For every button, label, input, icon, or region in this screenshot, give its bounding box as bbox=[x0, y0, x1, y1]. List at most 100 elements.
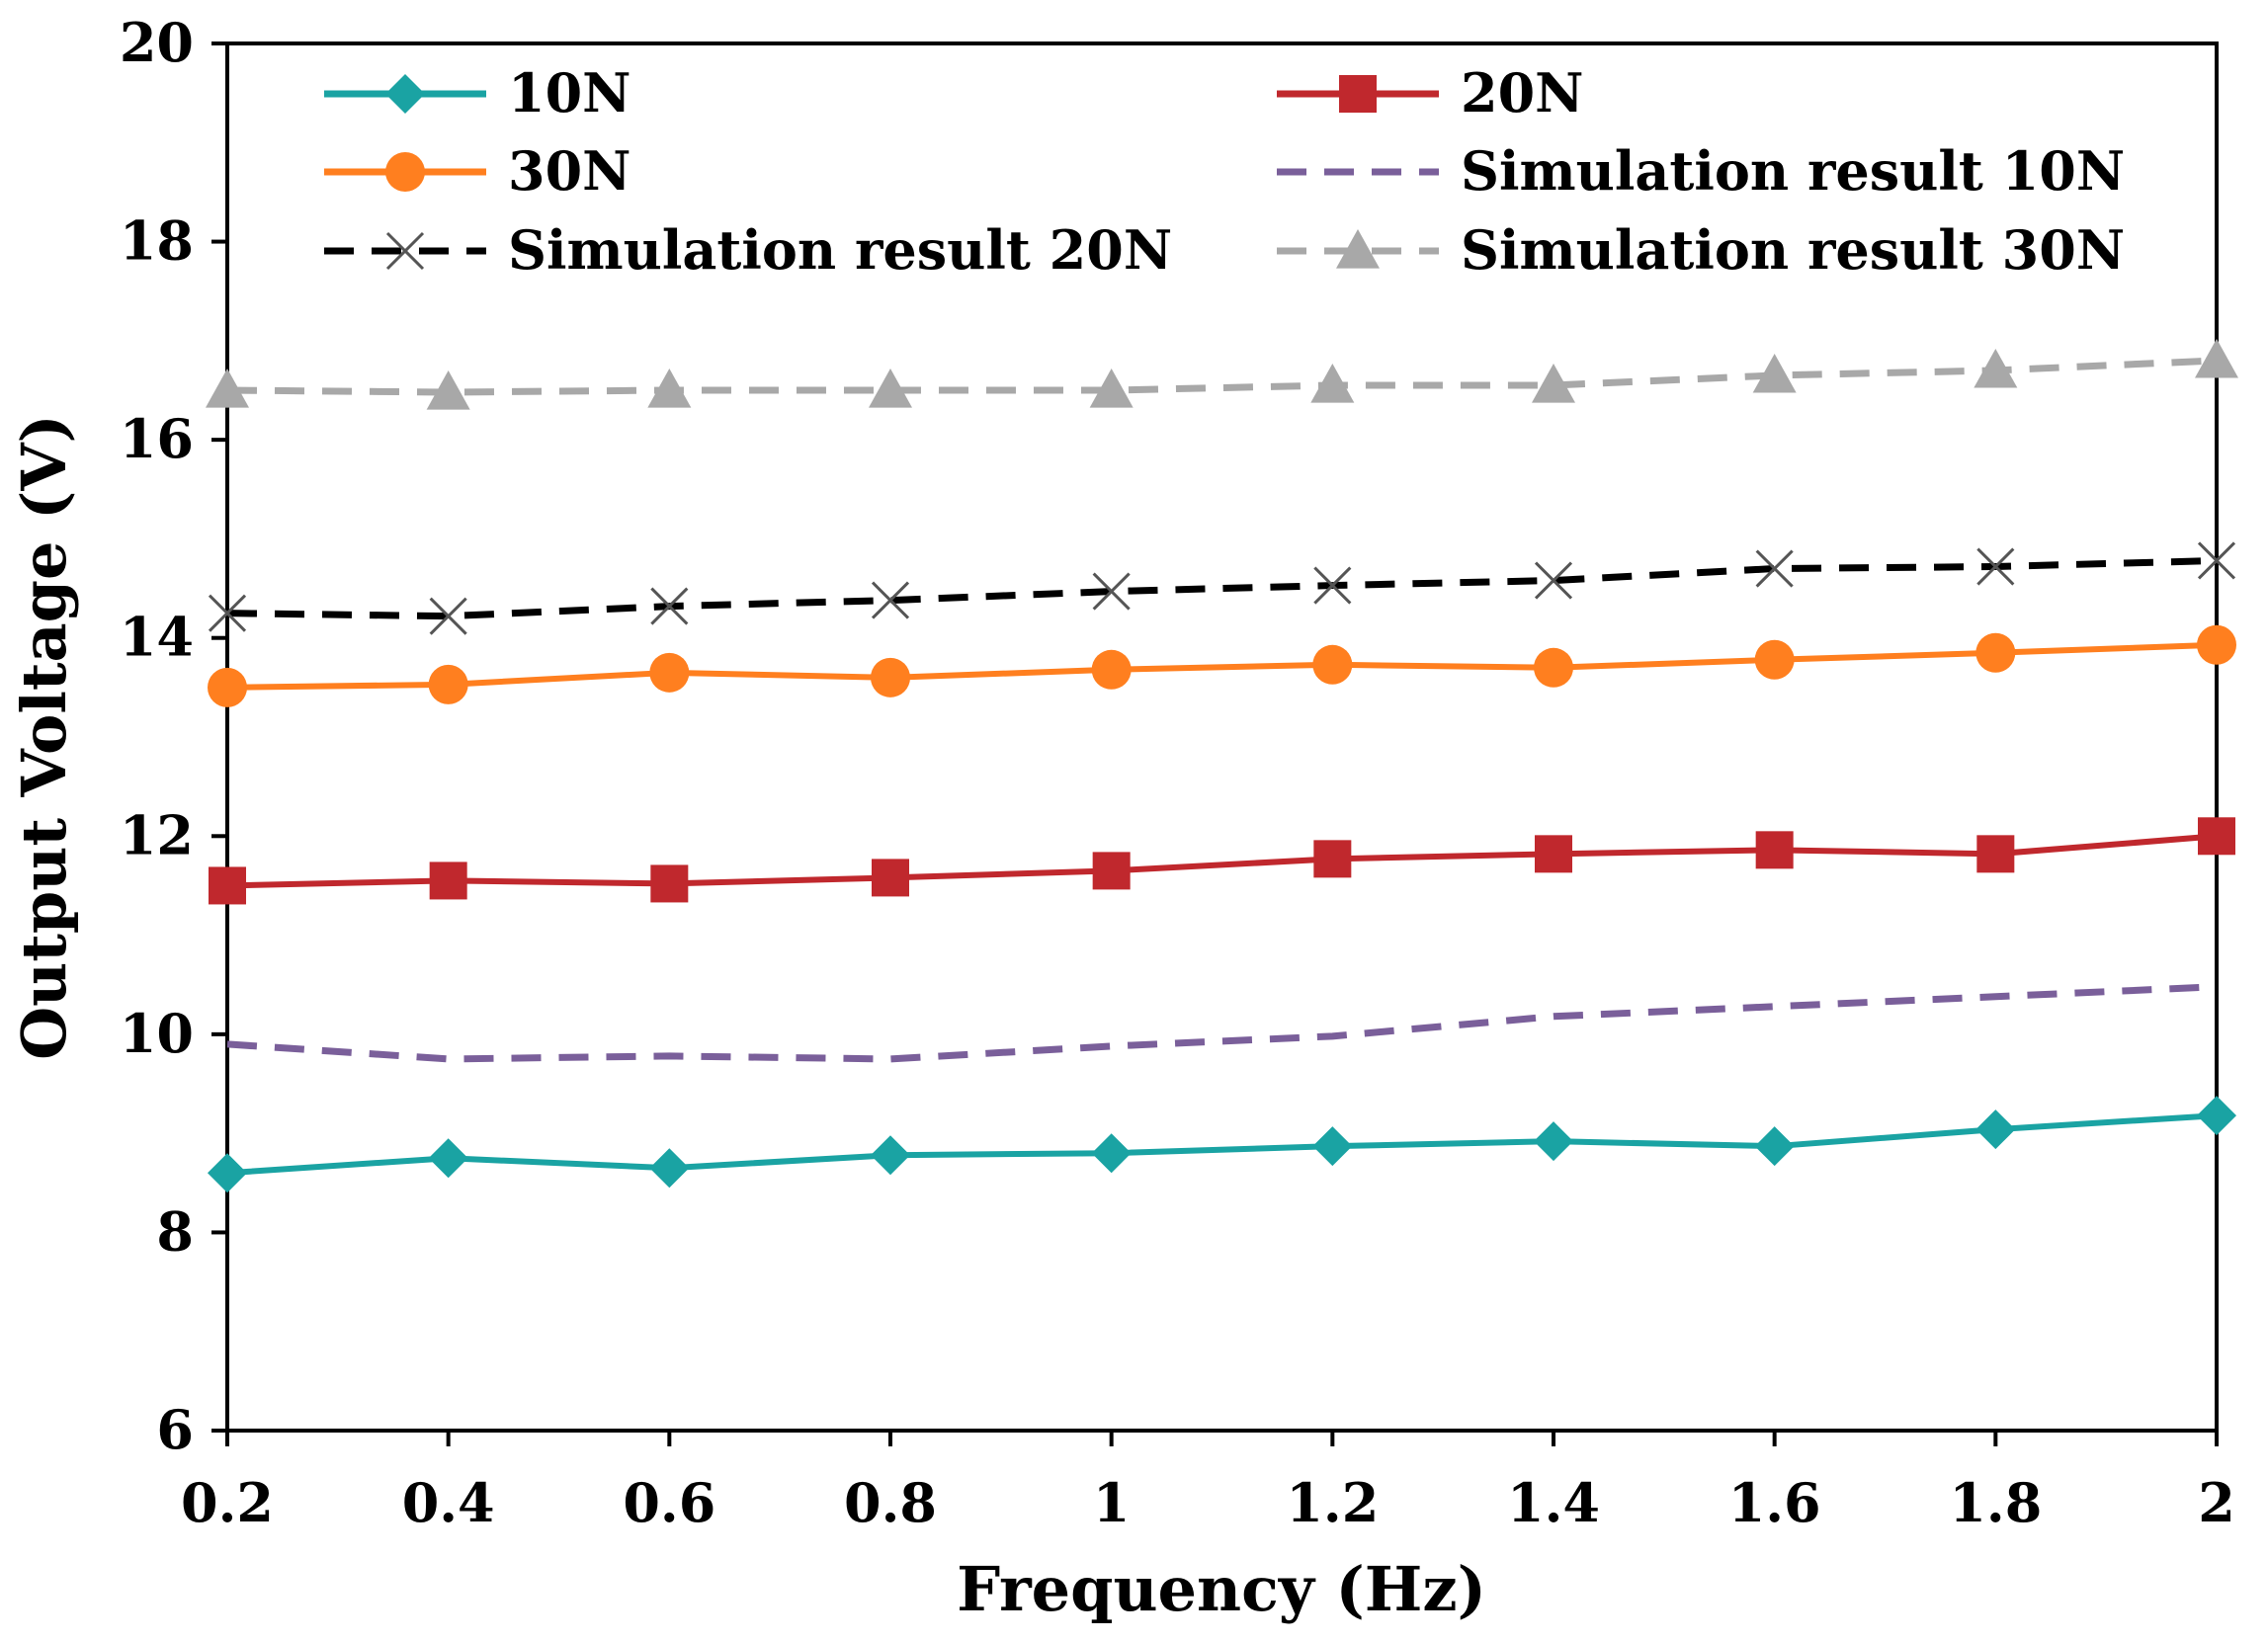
data-point bbox=[872, 859, 909, 897]
legend-item: 20N bbox=[1277, 61, 1584, 124]
y-tick-label: 16 bbox=[120, 407, 194, 470]
series-simulation-result-30n bbox=[206, 338, 2238, 410]
legend-label: Simulation result 30N bbox=[1461, 218, 2125, 282]
series-line bbox=[226, 983, 2218, 1063]
x-tick-label: 0.4 bbox=[402, 1471, 495, 1534]
data-point bbox=[649, 1148, 690, 1189]
data-point bbox=[1092, 852, 1131, 890]
data-point bbox=[208, 594, 247, 632]
data-point bbox=[1755, 549, 1794, 588]
legend-item: 30N bbox=[324, 139, 631, 203]
x-tick-label: 0.2 bbox=[181, 1471, 274, 1534]
y-tick-label: 12 bbox=[120, 803, 194, 866]
data-point bbox=[649, 652, 690, 693]
series-simulation-result-20n bbox=[208, 541, 2236, 635]
y-tick-label: 20 bbox=[120, 11, 194, 74]
legend-label: 20N bbox=[1461, 61, 1584, 124]
data-point bbox=[426, 370, 470, 410]
data-point bbox=[650, 864, 689, 903]
legend-marker bbox=[385, 152, 425, 192]
data-point bbox=[428, 664, 468, 704]
data-point bbox=[1535, 835, 1572, 873]
data-point bbox=[869, 369, 912, 408]
data-point bbox=[2197, 624, 2236, 665]
series-layer bbox=[206, 338, 2238, 1193]
data-point bbox=[429, 862, 467, 900]
x-tick-label: 1.4 bbox=[1507, 1471, 1600, 1534]
data-point bbox=[1534, 1121, 1573, 1162]
data-point bbox=[1089, 369, 1134, 408]
data-point bbox=[1534, 647, 1573, 688]
data-point bbox=[1532, 363, 1575, 403]
series-10n bbox=[208, 1096, 2236, 1193]
data-point bbox=[1752, 353, 1797, 393]
series-line bbox=[226, 641, 2218, 691]
data-point bbox=[1091, 1133, 1132, 1174]
data-point bbox=[208, 1153, 247, 1193]
legend-item: Simulation result 20N bbox=[324, 218, 1172, 282]
plot-area bbox=[225, 41, 2219, 1433]
data-point bbox=[871, 581, 910, 619]
x-tick-label: 1.6 bbox=[1728, 1471, 1821, 1534]
data-point bbox=[650, 587, 689, 625]
series-line bbox=[226, 833, 2218, 889]
y-axis: 6 8 10 12 14 16 18 20 bbox=[120, 11, 227, 1461]
data-point bbox=[1313, 566, 1352, 605]
y-tick-label: 18 bbox=[120, 209, 194, 273]
data-point bbox=[206, 369, 249, 408]
series-20n bbox=[209, 817, 2235, 905]
x-tick-label: 1 bbox=[1093, 1471, 1131, 1534]
y-axis-title: Output Voltage (V) bbox=[8, 414, 80, 1060]
legend-label: Simulation result 10N bbox=[1461, 139, 2125, 203]
data-point bbox=[871, 1135, 910, 1176]
data-point bbox=[1092, 572, 1131, 611]
data-point bbox=[647, 369, 692, 408]
data-point bbox=[1974, 348, 2018, 388]
legend-marker bbox=[1336, 229, 1380, 269]
data-point bbox=[1313, 840, 1352, 878]
x-tick-label: 1.8 bbox=[1949, 1471, 2042, 1534]
data-point bbox=[1754, 639, 1795, 680]
legend-item: Simulation result 10N bbox=[1277, 139, 2125, 203]
legend-item: Simulation result 30N bbox=[1277, 218, 2125, 282]
data-point bbox=[1754, 1126, 1795, 1167]
legend-label: Simulation result 20N bbox=[508, 218, 1172, 282]
x-tick-label: 0.8 bbox=[844, 1471, 937, 1534]
data-point bbox=[871, 657, 910, 698]
legend: 10N 20N 30N Simulation result 10N Simulation… bbox=[324, 61, 2125, 282]
data-point bbox=[1534, 561, 1573, 600]
y-tick-label: 8 bbox=[156, 1199, 194, 1263]
x-axis: 0.2 0.4 0.6 0.8 1 1.2 1.4 1.6 1.8 2 bbox=[181, 1431, 2235, 1534]
y-tick-label: 10 bbox=[120, 1002, 194, 1065]
data-point bbox=[1755, 831, 1794, 869]
data-point bbox=[1312, 1126, 1353, 1167]
legend-label: 30N bbox=[508, 139, 631, 203]
series-30n bbox=[208, 624, 2236, 707]
series-line bbox=[226, 1112, 2218, 1177]
data-point bbox=[2195, 338, 2238, 378]
y-tick-label: 6 bbox=[156, 1398, 194, 1461]
legend-marker bbox=[385, 231, 425, 271]
data-point bbox=[1976, 835, 2015, 873]
legend-label: 10N bbox=[508, 61, 631, 124]
data-point bbox=[2198, 817, 2235, 856]
x-tick-label: 0.6 bbox=[623, 1471, 715, 1534]
data-point bbox=[2197, 541, 2236, 580]
data-point bbox=[1310, 363, 1355, 403]
legend-item: 10N bbox=[324, 61, 631, 124]
data-point bbox=[208, 667, 247, 707]
data-point bbox=[1975, 632, 2016, 673]
data-point bbox=[428, 1138, 468, 1179]
data-point bbox=[1091, 649, 1132, 690]
x-tick-label: 2 bbox=[2198, 1471, 2235, 1534]
x-axis-title: Frequency (Hz) bbox=[957, 1553, 1486, 1625]
legend-marker bbox=[385, 74, 425, 114]
data-point bbox=[2197, 1096, 2236, 1136]
y-tick-label: 14 bbox=[120, 606, 194, 669]
data-point bbox=[209, 866, 246, 905]
series-simulation-result-10n bbox=[226, 983, 2218, 1063]
x-tick-label: 1.2 bbox=[1286, 1471, 1379, 1534]
data-point bbox=[429, 597, 467, 635]
